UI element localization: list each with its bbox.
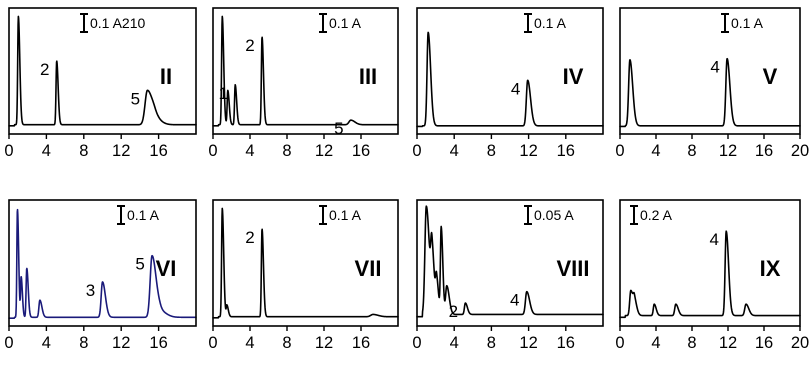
peak-label: 2 (245, 228, 254, 247)
trace-line (416, 31, 604, 128)
peak-label: 5 (131, 90, 140, 109)
x-tick-label: 0 (615, 142, 624, 160)
panel-vii: 0 4 8 12 16 VII 0.1 A 2 (208, 199, 399, 352)
x-tick-label: 0 (4, 334, 13, 352)
plot-frame (619, 199, 801, 327)
x-tick-label: 16 (149, 142, 167, 160)
panel-vi: 0 4 8 12 16 VI 0.1 A 3 5 (4, 199, 197, 352)
x-tick-label: 0 (208, 334, 217, 352)
peak-label: 4 (511, 79, 520, 98)
panel-id-label: IV (563, 64, 584, 89)
plot-frame (212, 199, 399, 327)
scale-label: 0.1 A (329, 15, 362, 31)
scale-label: 0.05 A (534, 207, 574, 223)
peak-label: 2 (449, 302, 458, 321)
plot-frame (212, 7, 399, 135)
trace-line (212, 207, 399, 319)
scale-label: 0.1 A (534, 15, 567, 31)
x-tick-label: 12 (112, 142, 130, 160)
x-tick-label: 16 (755, 142, 773, 160)
x-tick-label: 4 (651, 142, 660, 160)
x-tick-label: 0 (208, 142, 217, 160)
x-tick-label: 0 (615, 334, 624, 352)
x-tick-label: 4 (245, 334, 254, 352)
x-tick-label: 8 (282, 334, 291, 352)
x-tick-label: 12 (315, 142, 333, 160)
peak-label: 5 (135, 255, 144, 274)
panel-iv: 0 4 8 12 16 IV 0.1 A 4 (412, 7, 604, 160)
panel-ix: 0 4 8 12 16 20 IX 0.2 A 4 (615, 199, 809, 352)
peak-label: 4 (709, 230, 718, 249)
plot-frame (416, 199, 604, 327)
scale-label: 0.2 A (640, 207, 673, 223)
trace-line (619, 57, 801, 128)
peak-label: 2 (40, 60, 49, 79)
x-tick-label: 16 (352, 334, 370, 352)
plot-frame (8, 199, 197, 327)
panel-id-label: VII (355, 256, 382, 281)
peak-label: 3 (86, 281, 95, 300)
peak-label: 1 (218, 84, 227, 103)
x-tick-label: 20 (791, 142, 809, 160)
plot-frame (619, 7, 801, 135)
trace-line (8, 15, 197, 127)
plot-frame (416, 7, 604, 135)
panel-id-label: VI (156, 256, 177, 281)
x-tick-label: 8 (79, 142, 88, 160)
x-tick-label: 8 (487, 334, 496, 352)
peak-label: 5 (334, 119, 343, 138)
x-tick-label: 16 (755, 334, 773, 352)
x-tick-label: 16 (352, 142, 370, 160)
x-tick-label: 12 (719, 142, 737, 160)
panel-v: 0 4 8 12 16 20 V 0.1 A 4 (615, 7, 809, 160)
peak-label: 4 (510, 291, 519, 310)
panel-id-label: IX (760, 256, 781, 281)
scale-label: 0.1 A210 (90, 15, 145, 31)
x-tick-label: 12 (519, 142, 537, 160)
x-tick-label: 4 (42, 142, 51, 160)
x-tick-label: 4 (651, 334, 660, 352)
x-tick-label: 0 (412, 334, 421, 352)
x-tick-label: 20 (791, 334, 809, 352)
panel-id-label: VIII (556, 256, 589, 281)
panel-id-label: II (160, 64, 172, 89)
trace-line (8, 208, 197, 319)
peak-label: 4 (710, 58, 719, 77)
x-tick-label: 12 (112, 334, 130, 352)
x-tick-label: 0 (4, 142, 13, 160)
x-tick-label: 8 (282, 142, 291, 160)
scale-label: 0.1 A (127, 207, 160, 223)
x-tick-label: 12 (315, 334, 333, 352)
trace-line (212, 15, 399, 127)
x-tick-label: 16 (557, 142, 575, 160)
peak-label: 2 (245, 36, 254, 55)
x-tick-label: 4 (450, 142, 459, 160)
x-tick-label: 4 (245, 142, 254, 160)
scale-label: 0.1 A (731, 15, 764, 31)
trace-line (416, 205, 604, 318)
x-tick-label: 16 (557, 334, 575, 352)
x-tick-label: 8 (79, 334, 88, 352)
x-tick-label: 16 (149, 334, 167, 352)
x-tick-label: 4 (450, 334, 459, 352)
x-tick-label: 0 (412, 142, 421, 160)
panel-id-label: III (359, 64, 377, 89)
x-tick-label: 8 (687, 334, 696, 352)
x-tick-label: 12 (519, 334, 537, 352)
plot-frame (8, 7, 197, 135)
panel-ii: 0 4 8 12 16 II 0.1 A210 2 5 (4, 7, 197, 160)
x-tick-label: 8 (487, 142, 496, 160)
scale-label: 0.1 A (329, 207, 362, 223)
panel-viii: 0 4 8 12 16 VIII 0.05 A 2 4 (412, 199, 604, 352)
x-tick-label: 12 (719, 334, 737, 352)
x-tick-label: 8 (687, 142, 696, 160)
panel-id-label: V (763, 64, 778, 89)
trace-line (619, 230, 801, 319)
x-tick-label: 4 (42, 334, 51, 352)
